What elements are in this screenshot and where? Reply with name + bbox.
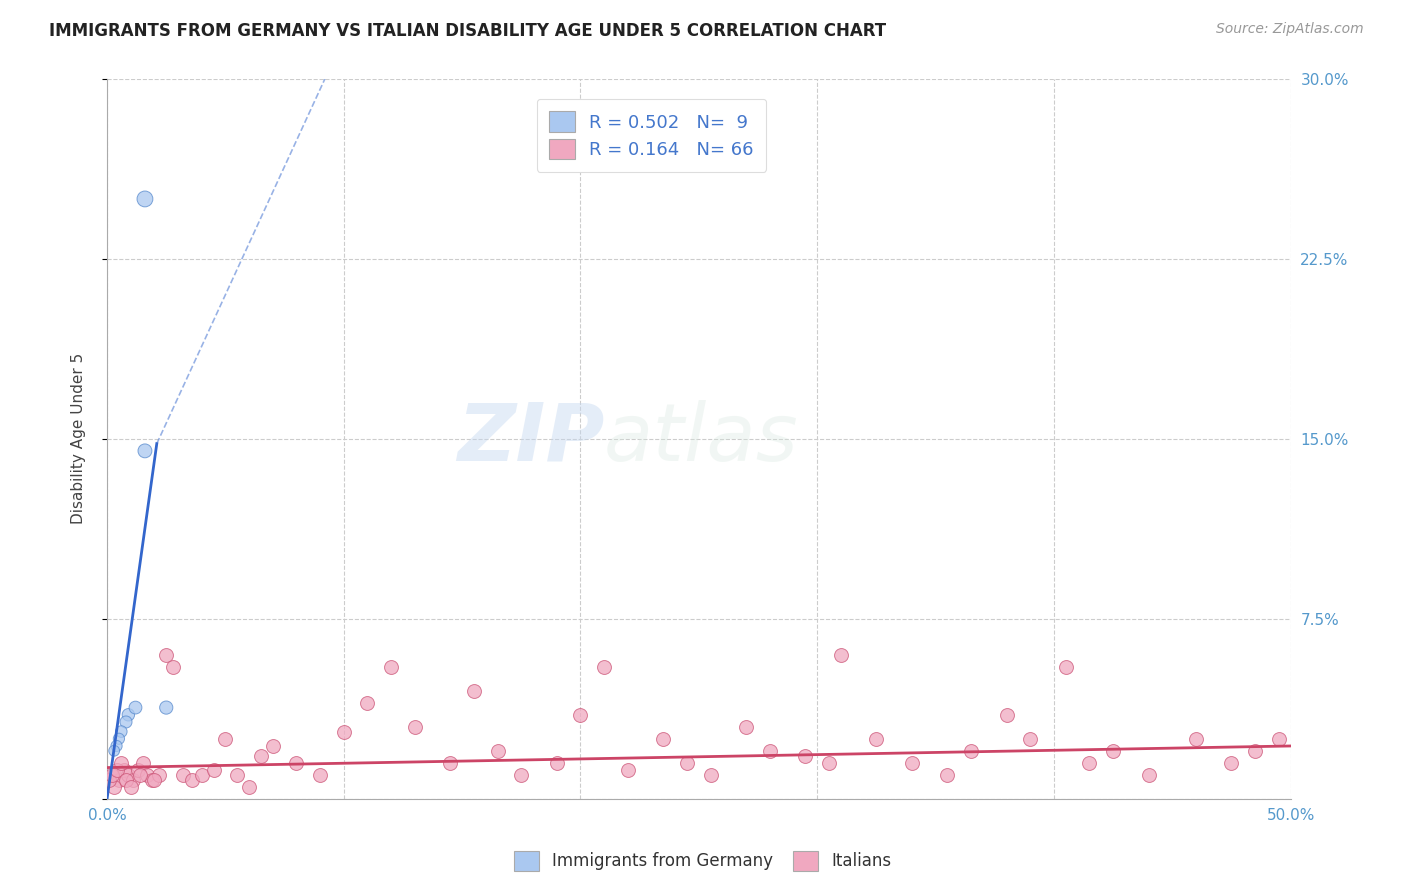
Point [117,768,139,782]
Text: IMMIGRANTS FROM GERMANY VS ITALIAN DISABILITY AGE UNDER 5 CORRELATION CHART: IMMIGRANTS FROM GERMANY VS ITALIAN DISAB… [49,22,886,40]
Point [569,707,592,722]
Point [735,720,758,734]
Point [110,756,132,770]
Point [1220,756,1243,770]
Point [134,192,156,206]
Point [98,772,121,787]
Point [759,744,782,758]
Point [131,756,153,770]
Point [995,707,1018,722]
Point [134,443,156,458]
Point [439,756,461,770]
Point [103,768,125,782]
Point [101,768,124,782]
Text: atlas: atlas [605,400,799,478]
Point [115,714,138,729]
Point [141,772,163,787]
Point [463,683,485,698]
Point [238,780,260,794]
Point [1054,660,1077,674]
Point [1102,744,1125,758]
Point [676,756,699,770]
Point [510,768,533,782]
Point [356,696,378,710]
Point [155,648,177,662]
Point [155,700,177,714]
Point [546,756,568,770]
Point [699,768,721,782]
Point [1185,731,1208,746]
Point [794,748,817,763]
Point [486,744,509,758]
Point [148,768,170,782]
Point [117,707,139,722]
Point [1019,731,1042,746]
Point [617,763,640,777]
Point [127,763,149,777]
Legend: R = 0.502   N=  9, R = 0.164   N= 66: R = 0.502 N= 9, R = 0.164 N= 66 [537,99,766,172]
Point [380,660,402,674]
Point [285,756,308,770]
Point [250,748,273,763]
Point [960,744,983,758]
Point [652,731,675,746]
Point [1244,744,1267,758]
Point [214,731,236,746]
Point [105,763,128,777]
Point [115,772,138,787]
Point [936,768,959,782]
Point [1078,756,1101,770]
Point [108,731,131,746]
Point [333,724,356,739]
Point [226,768,249,782]
Point [901,756,924,770]
Point [1137,768,1160,782]
Point [120,780,142,794]
Point [181,772,204,787]
Point [865,731,887,746]
Point [830,648,852,662]
Point [190,768,212,782]
Point [112,763,135,777]
Point [129,768,152,782]
Y-axis label: Disability Age Under 5: Disability Age Under 5 [72,353,86,524]
Text: ZIP: ZIP [457,400,605,478]
Point [818,756,841,770]
Point [124,700,146,714]
Point [108,772,131,787]
Point [262,739,284,753]
Text: Source: ZipAtlas.com: Source: ZipAtlas.com [1216,22,1364,37]
Point [309,768,332,782]
Point [103,780,125,794]
Point [202,763,225,777]
Point [143,772,166,787]
Point [136,768,159,782]
Point [404,720,426,734]
Point [103,744,125,758]
Point [122,772,145,787]
Point [162,660,184,674]
Legend: Immigrants from Germany, Italians: Immigrants from Germany, Italians [506,842,900,880]
Point [1268,731,1291,746]
Point [172,768,194,782]
Point [593,660,616,674]
Point [110,724,132,739]
Point [105,739,128,753]
